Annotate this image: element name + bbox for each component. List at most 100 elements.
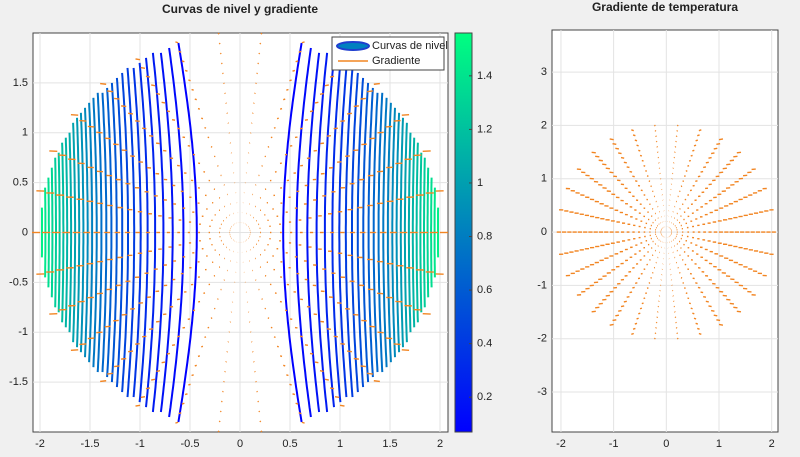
y-tick-label: -1.5 (9, 376, 28, 388)
quiver-arrow (121, 105, 127, 108)
x-tick-label: 2 (769, 438, 775, 450)
quiver-arrow (224, 370, 226, 373)
quiver-arrow (641, 159, 644, 162)
x-tick-label: 0 (663, 438, 669, 450)
quiver-arrow (641, 302, 644, 305)
quiver-arrow (634, 139, 638, 142)
quiver-arrow (279, 107, 283, 110)
x-tick-label: -2 (556, 438, 566, 450)
quiver-arrow (171, 118, 176, 121)
quiver-arrow (620, 305, 625, 308)
quiver-arrow (252, 112, 254, 114)
quiver-arrow (638, 312, 641, 315)
quiver-arrow (631, 332, 634, 335)
quiver-arrow (618, 152, 622, 155)
quiver-arrow (301, 41, 305, 44)
quiver-arrow (197, 355, 201, 358)
x-tick-label: 2 (437, 438, 443, 450)
quiver-arrow (658, 300, 660, 303)
quiver-arrow (201, 117, 204, 120)
contour-line (315, 52, 329, 413)
quiver-arrow (615, 147, 620, 150)
quiver-arrow (705, 300, 709, 303)
y-tick-label: 2 (541, 119, 547, 131)
quiver-arrow (716, 319, 721, 322)
quiver-arrow (222, 390, 224, 393)
quiver-arrow (692, 149, 695, 152)
quiver-arrow (319, 370, 324, 373)
quiver-arrow (140, 66, 146, 70)
x-tick-label: -1 (135, 438, 145, 450)
quiver-arrow (226, 351, 228, 353)
quiver-arrow (273, 126, 276, 129)
quiver-arrow (733, 155, 738, 158)
contour-line (367, 87, 374, 378)
quiver-arrow (353, 357, 359, 360)
quiver-arrow (656, 311, 659, 313)
quiver-arrow (676, 124, 679, 127)
quiver-arrow (695, 139, 699, 142)
contour-line (356, 77, 365, 388)
quiver-arrow (184, 69, 188, 72)
quiver-arrow (653, 337, 656, 340)
chart-title: Curvas de nivel y gradiente (162, 2, 318, 16)
quiver-arrow (676, 332, 679, 335)
quiver-arrow (674, 316, 677, 319)
quiver-arrow (260, 32, 263, 35)
contour-line (377, 92, 384, 373)
quiver-arrow (675, 321, 677, 324)
quiver-arrow (319, 92, 324, 95)
quiver-arrow (135, 342, 140, 345)
quiver-arrow (687, 164, 690, 167)
quiver-arrow (295, 402, 299, 405)
quiver-arrow (276, 117, 279, 120)
quiver-arrow (304, 344, 309, 347)
contour-line (68, 132, 73, 333)
quiver-arrow (227, 122, 229, 124)
quiver-arrow (340, 120, 345, 123)
colorbar (454, 32, 473, 433)
quiver-arrow (655, 135, 657, 138)
quiver-arrow (223, 380, 225, 383)
quiver-arrow (688, 302, 692, 305)
contour-line (115, 77, 124, 388)
quiver-arrow (605, 294, 610, 297)
quiver-arrow (279, 355, 283, 358)
quiver-arrow (615, 314, 620, 317)
quiver-arrow (258, 52, 261, 55)
contour-line (96, 92, 103, 373)
quiver-arrow (653, 124, 656, 127)
x-tick-label: 1 (716, 438, 722, 450)
quiver-arrow (253, 102, 255, 105)
quiver-arrow (204, 336, 207, 339)
quiver-arrow (655, 327, 657, 329)
quiver-arrow (251, 341, 253, 343)
quiver-arrow (283, 364, 286, 367)
contour-line (132, 67, 142, 398)
quiver-arrow (634, 322, 638, 325)
quiver-arrow (298, 50, 302, 53)
quiver-arrow (70, 113, 79, 116)
quiver-arrow (225, 102, 227, 105)
contour-line (386, 102, 392, 363)
quiver-arrow (605, 167, 610, 170)
quiver-arrow (114, 97, 120, 100)
quiver-arrow (201, 345, 204, 348)
colorbar-tick-label: 1.4 (477, 70, 492, 82)
quiver-arrow (693, 317, 697, 320)
quiver-arrow (729, 159, 735, 162)
quiver-arrow (87, 337, 95, 340)
quiver-arrow (178, 50, 182, 53)
quiver-arrow (713, 147, 718, 150)
quiver-arrow (156, 92, 161, 95)
quiver-arrow (609, 138, 614, 141)
quiver-arrow (672, 300, 675, 303)
quiver-arrow (654, 332, 657, 335)
quiver-arrow (226, 112, 228, 114)
quiver-arrow (602, 298, 607, 301)
quiver-arrow (276, 345, 279, 348)
quiver-arrow (373, 82, 380, 85)
quiver-arrow (289, 79, 292, 82)
